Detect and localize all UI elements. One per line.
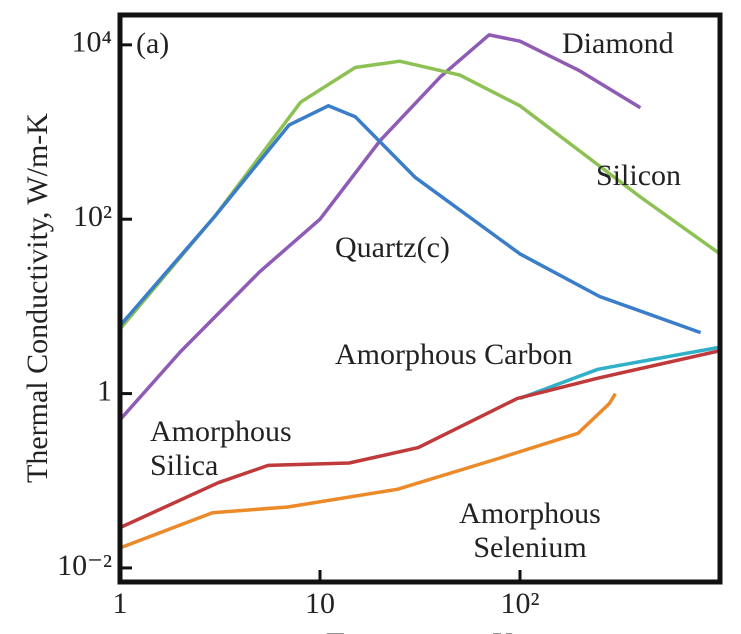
y-tick-label: 10⁴ [72,26,112,59]
x-tick-label: 10² [501,587,540,620]
plot-frame [117,12,723,585]
x-axis-label: Temperature, K [326,627,514,634]
series-label: Amorphous Carbon [335,338,572,371]
series-label: Amorphous Silica [150,415,292,482]
series-line [519,345,720,401]
y-tick-label: 10² [73,200,112,233]
series-line [120,59,720,331]
series-label: Silicon [596,159,681,192]
series-label: Quartz(c) [335,231,450,264]
x-tick-label: 10 [305,587,335,620]
y-tick-label: 1 [97,374,112,407]
series-line [120,33,642,421]
y-axis-label: Thermal Conductivity, W/m-K [21,113,54,483]
panel-annotation: (a) [136,27,169,60]
series-line [120,392,617,550]
series-line [120,104,702,335]
series-label: Diamond [562,27,674,60]
y-tick-label: 10⁻² [57,549,112,582]
x-tick-label: 1 [113,587,128,620]
series-label: Amorphous Selenium [459,497,601,564]
plot-lines [120,33,720,550]
series-line [120,348,720,530]
